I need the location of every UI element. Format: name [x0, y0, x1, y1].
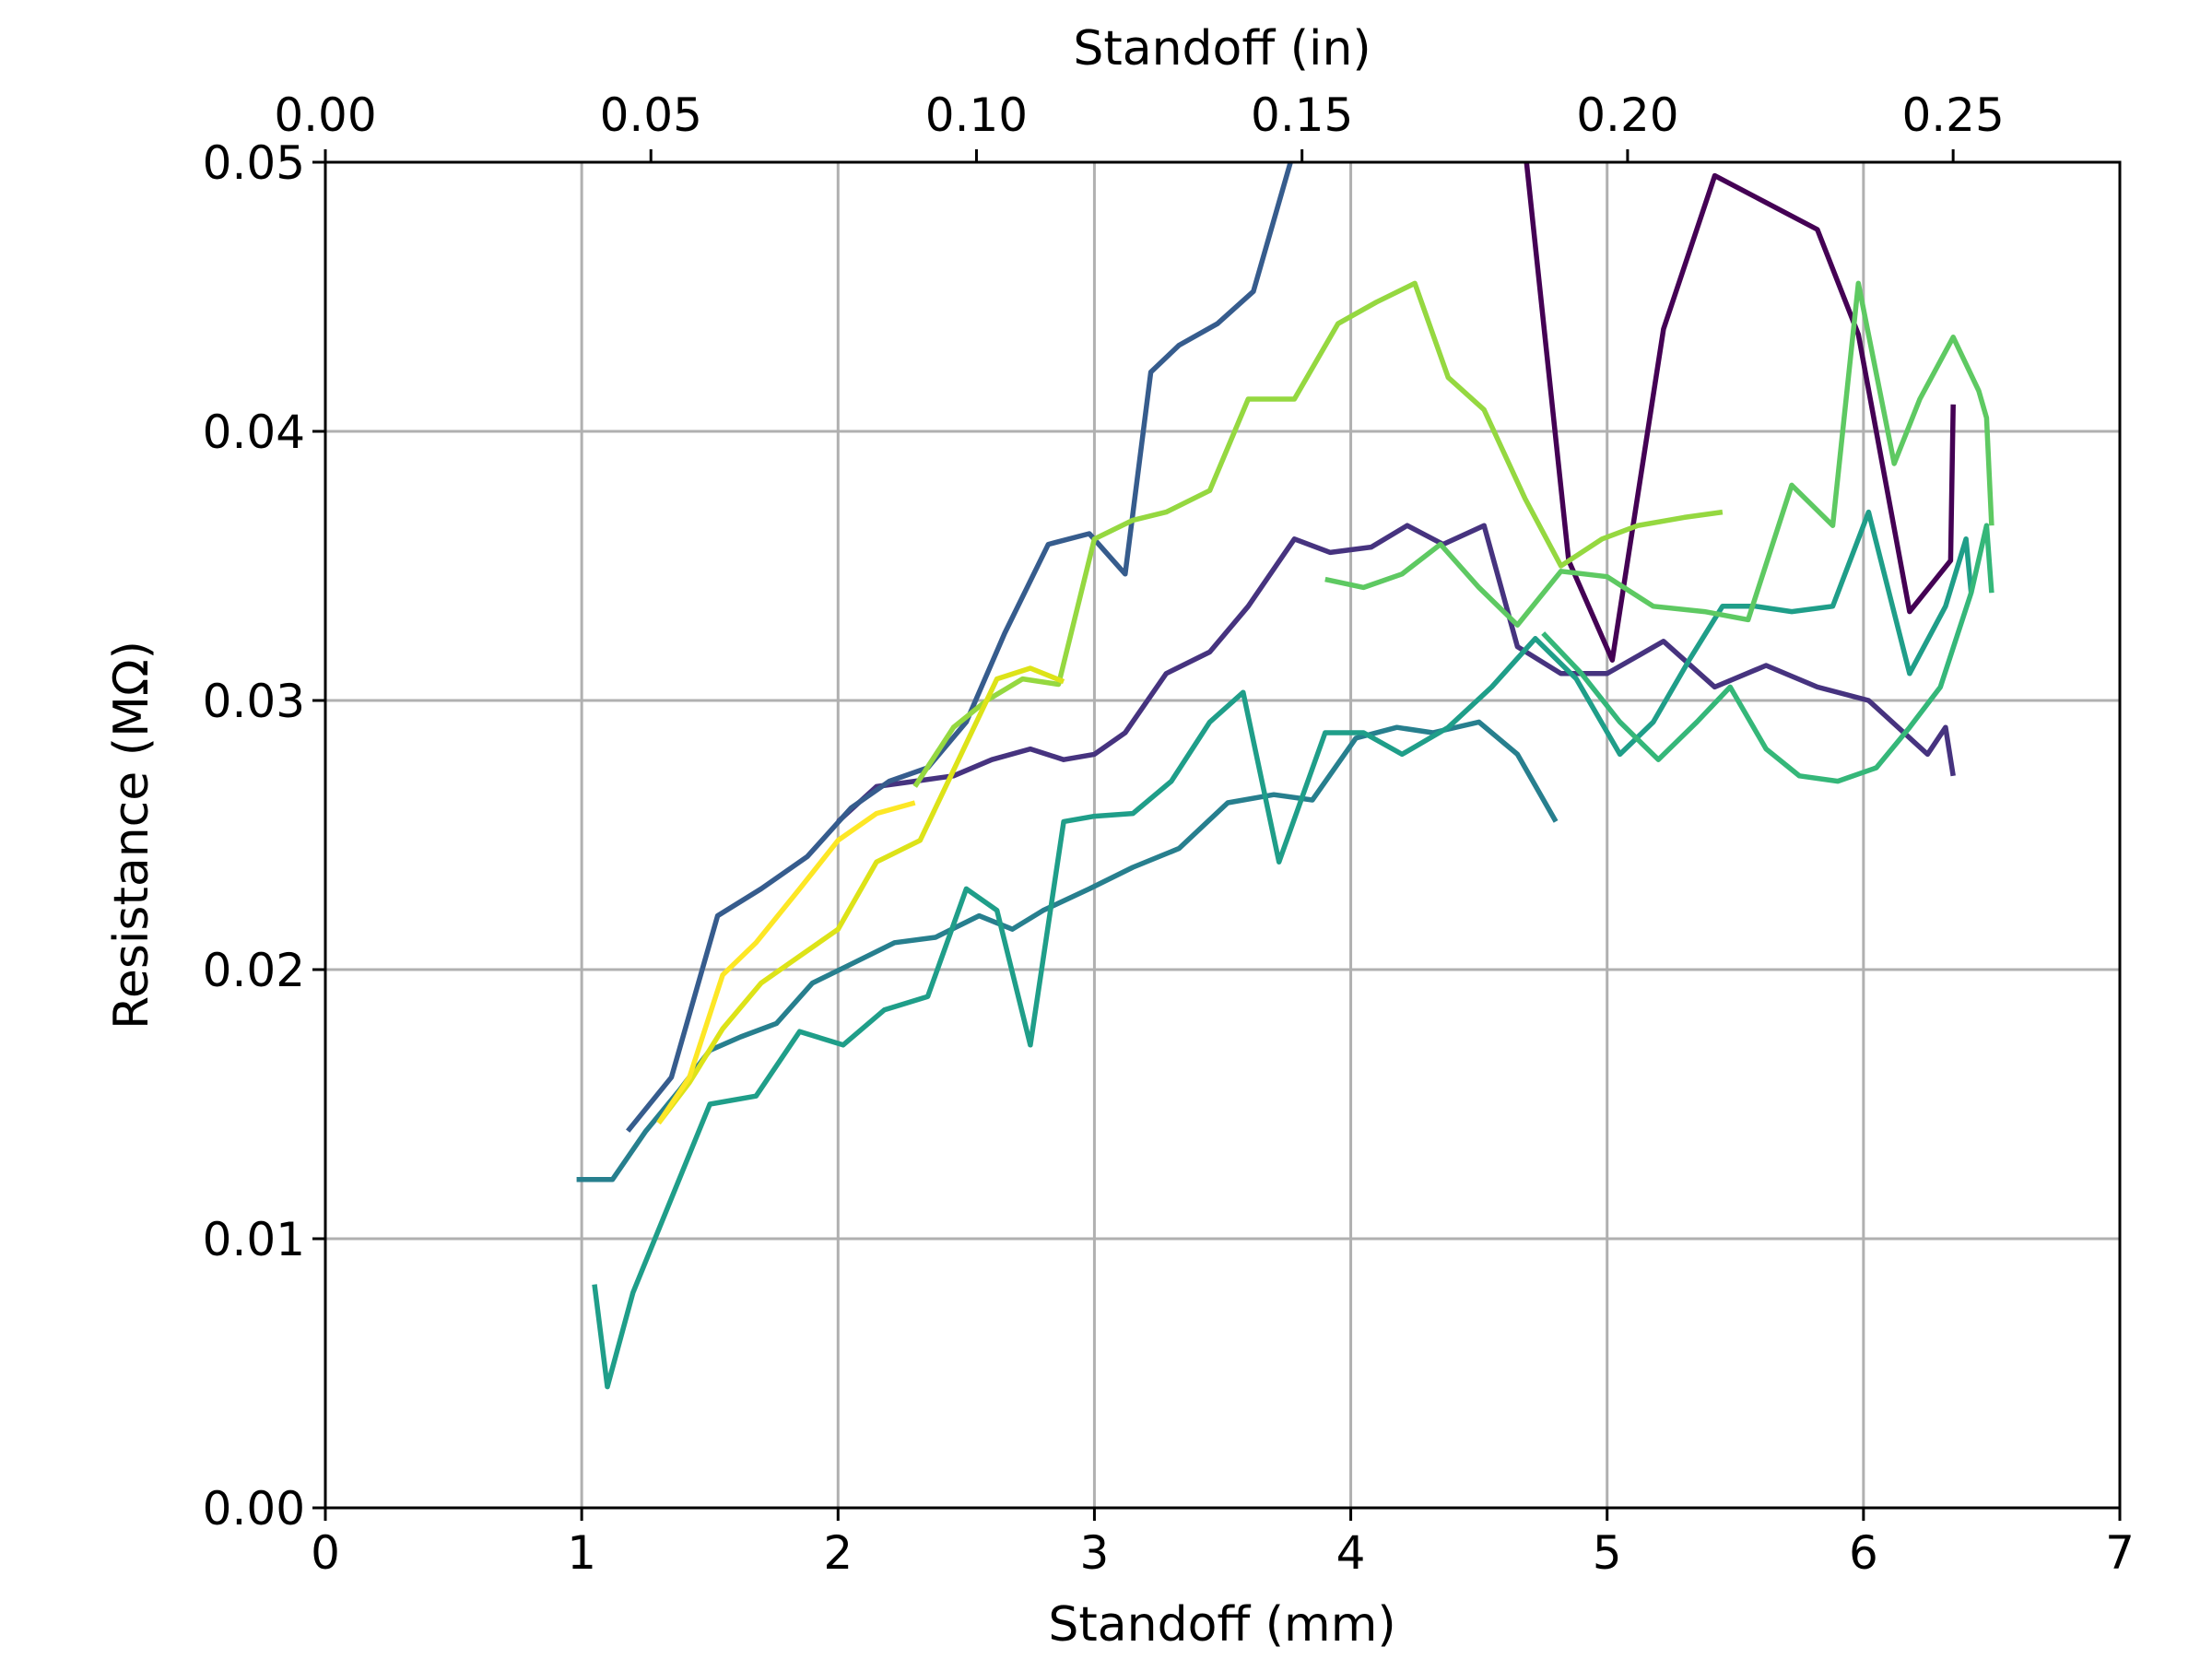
- series-line-3: [626, 162, 1294, 1133]
- x-tick-label: 7: [2105, 1526, 2135, 1580]
- y-tick-label: 0.01: [203, 1213, 305, 1266]
- series-layer: [576, 162, 1994, 1390]
- x-tick-label: 5: [1593, 1526, 1622, 1580]
- x-tick-label: 3: [1080, 1526, 1110, 1580]
- series-line-8: [912, 280, 1724, 788]
- y-tick-label: 0.03: [203, 675, 305, 728]
- series-line-4: [576, 719, 1559, 1182]
- series-line-1: [1524, 162, 1956, 663]
- x-tick-label: 2: [823, 1526, 853, 1580]
- top-x-tick-label: 0.15: [1251, 88, 1353, 142]
- y-tick-label: 0.02: [203, 944, 305, 997]
- plot-frame: [324, 160, 2122, 1510]
- top-x-tick-label: 0.00: [274, 88, 376, 142]
- tick-layer: 0 1 2 3 4 5 6 70.000.010.020.030.040.050.00 0.05…: [203, 88, 2135, 1580]
- x-tick-label: 0: [311, 1526, 340, 1580]
- top-x-tick-label: 0.25: [1901, 88, 2004, 142]
- top-axis-label: Standoff (in): [1073, 21, 1371, 76]
- top-x-tick-label: 0.20: [1576, 88, 1678, 142]
- y-axis-label: Resistance (MΩ): [104, 641, 159, 1030]
- top-x-tick-label: 0.05: [600, 88, 702, 142]
- x-axis-label: Standoff (mm): [1048, 1597, 1395, 1653]
- series-line-9: [656, 665, 1065, 1125]
- series-line-5: [592, 509, 1974, 1390]
- series-line-2: [836, 523, 1956, 824]
- x-tick-label: 6: [1849, 1526, 1878, 1580]
- series-line-6: [1541, 523, 1994, 784]
- x-tick-label: 4: [1336, 1526, 1366, 1580]
- x-tick-label: 1: [567, 1526, 596, 1580]
- y-tick-label: 0.04: [203, 406, 305, 459]
- y-tick-label: 0.05: [203, 136, 305, 190]
- series-line-7: [1324, 280, 1994, 628]
- top-x-tick-label: 0.10: [925, 88, 1028, 142]
- y-tick-label: 0.00: [203, 1482, 305, 1535]
- series-line-10: [656, 800, 916, 1124]
